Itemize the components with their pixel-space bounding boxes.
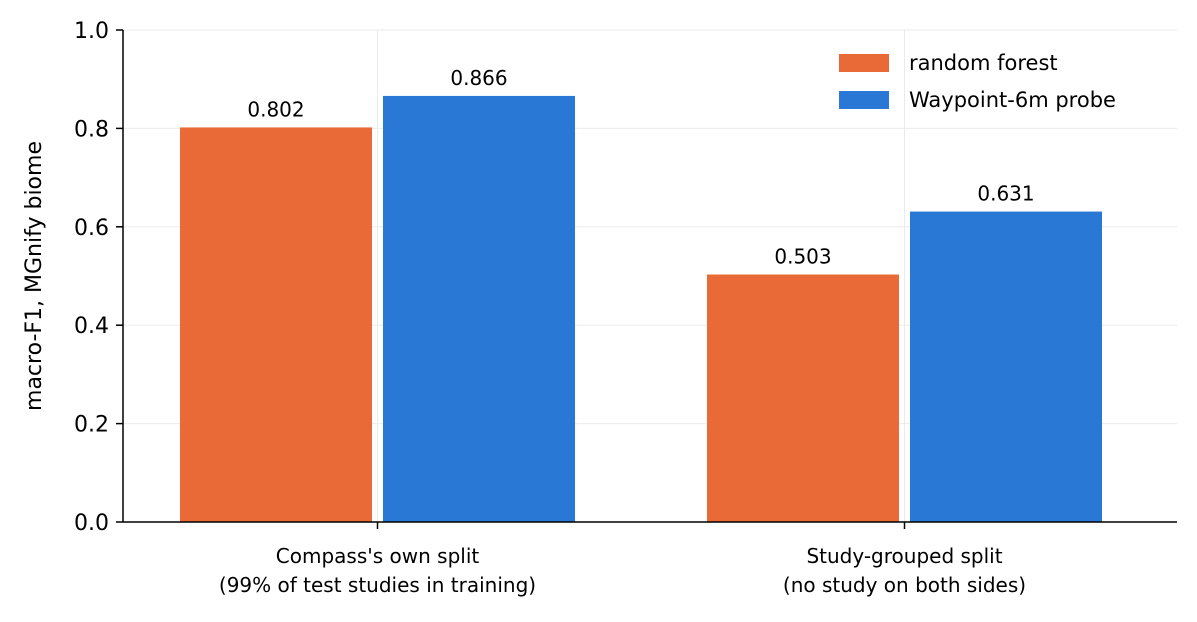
- bar-value-label: 0.866: [450, 66, 507, 90]
- bar: [910, 211, 1102, 522]
- x-tick-label: (99% of test studies in training): [219, 573, 536, 597]
- legend-label: Waypoint-6m probe: [909, 88, 1116, 112]
- bar-value-label: 0.802: [247, 97, 304, 121]
- bar-value-label: 0.503: [774, 245, 831, 269]
- bar: [180, 127, 372, 522]
- y-axis-title: macro-F1, MGnify biome: [22, 141, 47, 411]
- axes-layer: [116, 29, 1177, 529]
- bars-layer: [180, 95, 1102, 522]
- legend-label: random forest: [909, 51, 1058, 75]
- legend-swatch: [839, 91, 889, 109]
- bar: [383, 95, 575, 522]
- y-tick-label: 1.0: [74, 19, 109, 44]
- labels-layer: 0.0 0.2 0.4 0.6 0.8 1.0 0.802 0.866 Compass's ow…: [74, 19, 1035, 597]
- y-tick-label: 0.8: [74, 117, 109, 142]
- x-tick-label: (no study on both sides): [783, 573, 1026, 597]
- legend: random forest Waypoint-6m probe: [839, 51, 1116, 112]
- bar: [707, 274, 899, 522]
- y-tick-label: 0.0: [74, 511, 109, 536]
- y-tick-label: 0.2: [74, 413, 109, 438]
- y-tick-label: 0.6: [74, 216, 109, 241]
- y-tick-label: 0.4: [74, 314, 109, 339]
- x-tick-label: Compass's own split: [276, 544, 480, 568]
- x-tick-label: Study-grouped split: [806, 544, 1002, 568]
- bar-value-label: 0.631: [977, 182, 1034, 206]
- legend-swatch: [839, 54, 889, 72]
